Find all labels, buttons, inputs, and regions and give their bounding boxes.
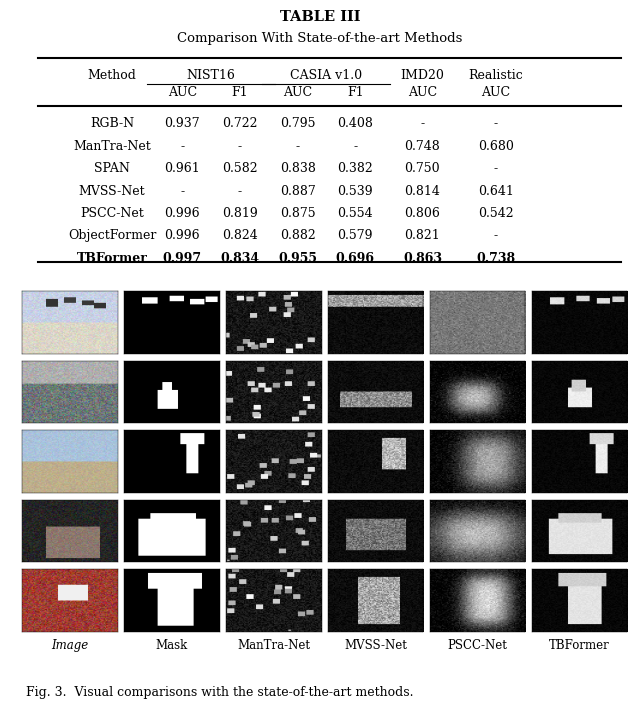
Text: 0.408: 0.408 <box>337 117 373 131</box>
Text: Mask: Mask <box>156 639 188 652</box>
Text: IMD20: IMD20 <box>401 69 444 82</box>
Text: -: - <box>180 140 184 153</box>
Text: CASIA v1.0: CASIA v1.0 <box>291 69 362 82</box>
Text: AUC: AUC <box>168 86 197 99</box>
Text: F1: F1 <box>232 86 248 99</box>
Text: 0.814: 0.814 <box>404 185 440 197</box>
Text: MVSS-Net: MVSS-Net <box>79 185 145 197</box>
Text: 0.382: 0.382 <box>337 163 373 175</box>
Text: 0.961: 0.961 <box>164 163 200 175</box>
Text: 0.996: 0.996 <box>164 229 200 242</box>
Text: 0.819: 0.819 <box>222 207 258 220</box>
Text: -: - <box>494 163 498 175</box>
Text: -: - <box>420 117 424 131</box>
Text: ManTra-Net: ManTra-Net <box>73 140 151 153</box>
Text: 0.582: 0.582 <box>222 163 258 175</box>
Text: ManTra-Net: ManTra-Net <box>237 639 310 652</box>
Text: 0.821: 0.821 <box>404 229 440 242</box>
Text: AUC: AUC <box>408 86 437 99</box>
Text: Fig. 3.  Visual comparisons with the state-of-the-art methods.: Fig. 3. Visual comparisons with the stat… <box>26 687 413 699</box>
Text: 0.696: 0.696 <box>336 252 374 265</box>
Text: ObjectFormer: ObjectFormer <box>68 229 156 242</box>
Text: 0.738: 0.738 <box>476 252 516 265</box>
Text: -: - <box>180 185 184 197</box>
Text: F1: F1 <box>347 86 364 99</box>
Text: -: - <box>296 140 300 153</box>
Text: 0.795: 0.795 <box>280 117 316 131</box>
Text: 0.882: 0.882 <box>280 229 316 242</box>
Text: PSCC-Net: PSCC-Net <box>447 639 508 652</box>
Text: TABLE III: TABLE III <box>280 10 360 24</box>
Text: 0.863: 0.863 <box>403 252 442 265</box>
Text: Realistic: Realistic <box>468 69 524 82</box>
Text: 0.748: 0.748 <box>404 140 440 153</box>
Text: TBFormer: TBFormer <box>549 639 610 652</box>
Text: NIST16: NIST16 <box>187 69 236 82</box>
Text: AUC: AUC <box>283 86 312 99</box>
Text: 0.875: 0.875 <box>280 207 316 220</box>
Text: 0.834: 0.834 <box>220 252 260 265</box>
Text: 0.554: 0.554 <box>337 207 373 220</box>
Text: SPAN: SPAN <box>94 163 130 175</box>
Text: Method: Method <box>88 69 136 82</box>
Text: 0.824: 0.824 <box>222 229 258 242</box>
Text: 0.955: 0.955 <box>278 252 317 265</box>
Text: 0.806: 0.806 <box>404 207 440 220</box>
Text: -: - <box>494 117 498 131</box>
Text: 0.887: 0.887 <box>280 185 316 197</box>
Text: 0.680: 0.680 <box>478 140 514 153</box>
Text: 0.539: 0.539 <box>337 185 373 197</box>
Text: AUC: AUC <box>481 86 511 99</box>
Text: TBFormer: TBFormer <box>77 252 147 265</box>
Text: 0.750: 0.750 <box>404 163 440 175</box>
Text: -: - <box>238 185 242 197</box>
Text: -: - <box>238 140 242 153</box>
Text: Comparison With State-of-the-art Methods: Comparison With State-of-the-art Methods <box>177 32 463 45</box>
Text: 0.542: 0.542 <box>478 207 514 220</box>
Text: 0.997: 0.997 <box>163 252 202 265</box>
Text: -: - <box>494 229 498 242</box>
Text: -: - <box>353 140 357 153</box>
Text: RGB-N: RGB-N <box>90 117 134 131</box>
Text: Image: Image <box>51 639 89 652</box>
Text: 0.641: 0.641 <box>478 185 514 197</box>
Text: 0.579: 0.579 <box>337 229 373 242</box>
Text: 0.937: 0.937 <box>164 117 200 131</box>
Text: 0.722: 0.722 <box>222 117 258 131</box>
Text: 0.996: 0.996 <box>164 207 200 220</box>
Text: PSCC-Net: PSCC-Net <box>80 207 144 220</box>
Text: 0.838: 0.838 <box>280 163 316 175</box>
Text: MVSS-Net: MVSS-Net <box>344 639 407 652</box>
